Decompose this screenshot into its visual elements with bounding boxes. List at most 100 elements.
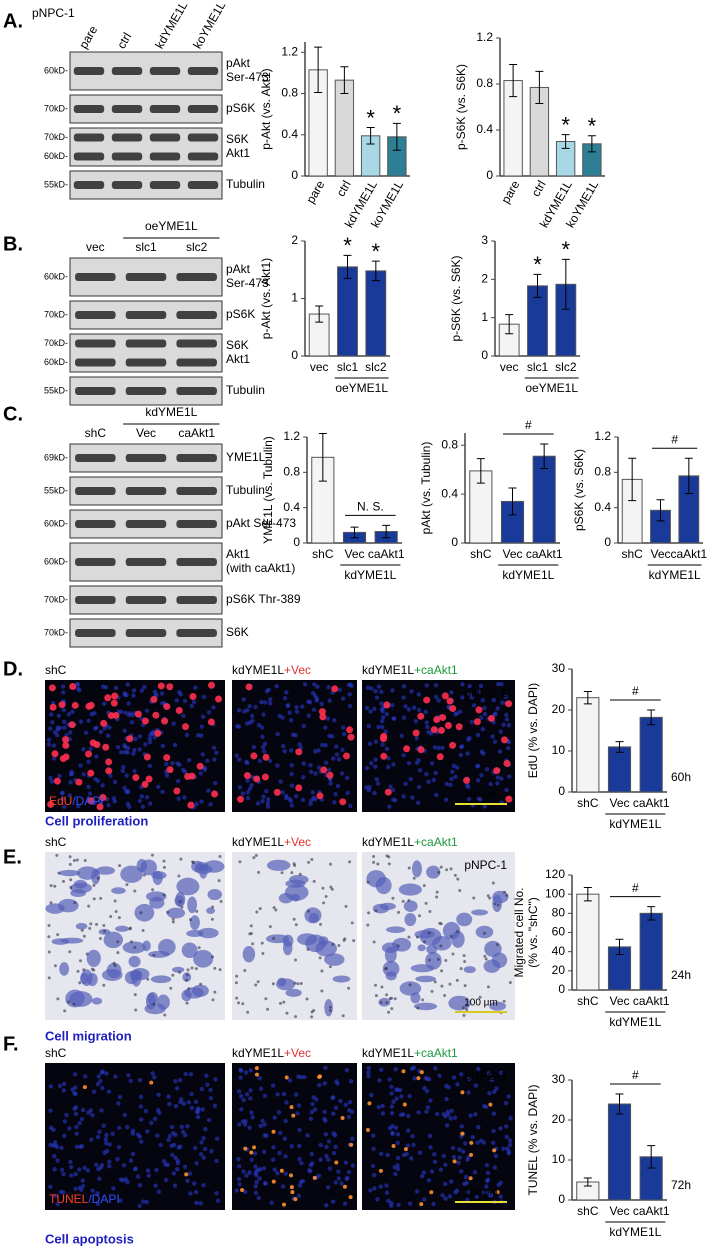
migrated-cell	[324, 953, 345, 966]
stained-cell	[469, 1152, 474, 1157]
blot-band	[125, 596, 167, 604]
stained-cell	[312, 1175, 317, 1180]
y-tick-label: 2	[291, 233, 298, 247]
nucleus	[94, 725, 99, 730]
migrated-cell	[106, 962, 122, 979]
group-label: kdYME1L	[502, 568, 554, 582]
nucleus	[249, 783, 254, 788]
nucleus	[266, 797, 271, 802]
nucleus	[183, 1132, 188, 1138]
pore	[439, 865, 443, 869]
stained-cell	[85, 750, 93, 758]
pore	[321, 886, 325, 890]
pore	[237, 1001, 241, 1005]
stained-cell	[349, 1142, 354, 1147]
nucleus	[152, 1116, 158, 1122]
nucleus	[198, 1201, 203, 1206]
blot-label: (with caAkt1)	[226, 561, 295, 575]
nucleus	[376, 724, 381, 730]
pore	[407, 935, 411, 939]
nucleus	[212, 757, 217, 762]
stained-cell	[331, 685, 339, 693]
nucleus	[323, 742, 328, 748]
nucleus	[294, 709, 300, 714]
nucleus	[262, 1133, 268, 1138]
stained-cell	[254, 1072, 259, 1077]
nucleus	[476, 795, 481, 801]
nucleus	[155, 1133, 160, 1138]
nucleus	[433, 1066, 438, 1071]
stained-cell	[132, 774, 140, 782]
pore	[47, 950, 51, 954]
nucleus	[331, 1111, 336, 1116]
blot-band	[187, 67, 219, 75]
nucleus	[369, 761, 374, 766]
nucleus	[93, 776, 98, 782]
nucleus	[487, 1192, 492, 1198]
nucleus	[74, 1124, 79, 1130]
nucleus	[187, 1171, 193, 1176]
pore	[116, 951, 120, 955]
nucleus	[235, 723, 240, 729]
nucleus	[369, 1092, 374, 1098]
lane-label: caAkt1	[178, 426, 215, 440]
migrated-cell	[278, 892, 294, 904]
nucleus	[479, 749, 485, 754]
pore	[179, 857, 183, 861]
migrated-cell	[189, 915, 200, 930]
nucleus	[406, 760, 412, 766]
migrated-cell	[471, 909, 489, 916]
pore	[455, 929, 459, 933]
stained-cell	[149, 1080, 154, 1085]
blot-label: Tubulin	[226, 177, 265, 191]
pore	[372, 854, 376, 858]
nucleus	[395, 1132, 401, 1137]
nucleus	[51, 756, 57, 761]
pore	[393, 997, 397, 1001]
nucleus	[253, 1190, 259, 1196]
migrated-cell	[398, 883, 422, 896]
nucleus	[176, 796, 181, 801]
stained-cell	[100, 719, 108, 727]
pore	[320, 969, 324, 973]
nucleus	[491, 697, 496, 703]
nucleus	[350, 1136, 355, 1141]
error-bar	[615, 1093, 624, 1115]
pore	[331, 942, 335, 946]
pore	[218, 968, 222, 972]
nucleus	[60, 684, 66, 689]
nucleus	[423, 709, 428, 715]
stained-cell	[279, 1168, 284, 1173]
stain-label: EdU/DAPI	[49, 794, 104, 808]
stained-cell	[96, 803, 104, 811]
nucleus	[113, 1074, 118, 1079]
title-part: shC	[45, 1046, 67, 1060]
nucleus	[66, 712, 72, 717]
nucleus	[260, 1118, 265, 1123]
nucleus	[503, 1100, 509, 1106]
stained-cell	[488, 714, 496, 722]
nucleus	[160, 743, 166, 749]
nucleus	[379, 701, 384, 706]
pore	[305, 997, 309, 1001]
pore	[188, 918, 192, 922]
pore	[75, 858, 79, 862]
nucleus	[459, 1169, 464, 1174]
nucleus	[433, 770, 438, 776]
nucleus	[147, 736, 152, 741]
nucleus	[384, 711, 389, 717]
lane-label: kdYME1L	[152, 0, 190, 51]
nucleus	[200, 714, 206, 719]
blot-band	[176, 358, 217, 367]
nucleus	[448, 782, 453, 788]
stained-cell	[391, 1143, 396, 1148]
pore	[249, 932, 253, 936]
nucleus	[249, 1157, 254, 1163]
pore	[459, 967, 463, 971]
x-tick-label: Vec	[609, 1204, 629, 1218]
nucleus	[67, 1126, 72, 1131]
nucleus	[95, 1082, 101, 1087]
nucleus	[215, 1198, 221, 1203]
pore	[280, 871, 284, 875]
nucleus	[137, 1203, 142, 1209]
